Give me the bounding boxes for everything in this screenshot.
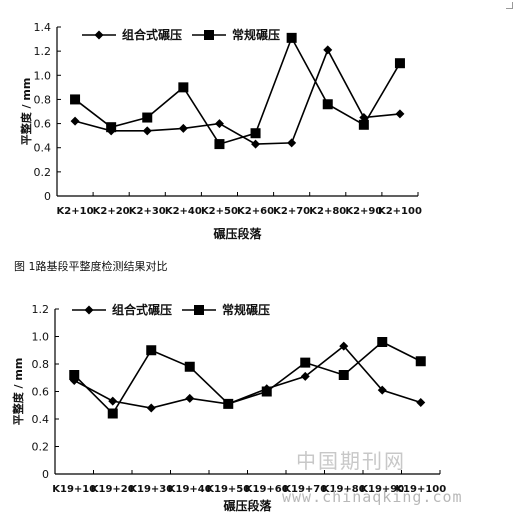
legend-label: 常规碾压 xyxy=(232,27,280,42)
x-tick-label: K19+30 xyxy=(129,484,173,495)
legend-label: 常规碾压 xyxy=(222,302,270,317)
square-point xyxy=(146,345,157,356)
diamond-point xyxy=(300,371,310,381)
x-tick-label: K2+90 xyxy=(345,206,382,217)
square-point xyxy=(70,94,81,105)
diamond-point xyxy=(214,119,224,129)
y-tick-label: 1.4 xyxy=(34,21,52,34)
square-point xyxy=(178,82,189,93)
x-tick-label: K19+20 xyxy=(91,484,135,495)
y-tick-label: 0.6 xyxy=(34,118,52,131)
diamond-point xyxy=(178,123,188,133)
square-point xyxy=(338,370,349,380)
x-tick-label: K2+40 xyxy=(165,206,202,217)
square-point xyxy=(214,139,225,150)
x-tick-label: K2+20 xyxy=(93,206,130,217)
legend-diamond-marker xyxy=(84,305,94,315)
square-point xyxy=(142,112,153,123)
x-tick-label: K2+30 xyxy=(129,206,166,217)
series-line-1 xyxy=(73,341,422,415)
x-tick-label: K19+40 xyxy=(168,484,212,495)
y-tick-label: 0 xyxy=(42,468,49,481)
x-tick-label: K19+60 xyxy=(245,484,289,495)
legend-diamond-marker xyxy=(94,30,104,40)
diamond-point xyxy=(339,341,349,351)
x-tick-label: K2+60 xyxy=(237,206,274,217)
diamond-point xyxy=(185,393,195,403)
x-tick-label: K2+10 xyxy=(57,206,94,217)
y-tick-label: 0 xyxy=(44,190,51,203)
series-line-0 xyxy=(74,48,401,145)
square-point xyxy=(107,408,118,419)
diamond-point xyxy=(70,116,80,126)
y-tick-label: 0.4 xyxy=(32,413,50,426)
square-point xyxy=(223,398,234,409)
square-point xyxy=(184,361,195,372)
y-tick-label: 0.2 xyxy=(32,441,50,454)
square-point xyxy=(358,119,369,130)
diamond-point xyxy=(146,403,156,413)
y-tick-label: 1.0 xyxy=(34,69,52,82)
x-axis-label: 碾压段落 xyxy=(223,498,272,513)
figure-1-caption: 图 1路基段平整度检测结果对比 xyxy=(14,260,168,273)
square-point xyxy=(394,58,405,69)
diamond-point xyxy=(108,396,118,406)
square-point xyxy=(69,370,80,380)
x-tick-label: K19+100 xyxy=(395,484,446,495)
diamond-point xyxy=(323,45,333,55)
legend-square-marker xyxy=(204,30,214,40)
square-point xyxy=(322,99,333,110)
square-point xyxy=(261,386,272,397)
square-point xyxy=(106,122,117,133)
y-tick-label: 1.2 xyxy=(34,45,52,58)
square-point xyxy=(300,357,311,368)
legend-square-marker xyxy=(194,305,204,315)
legend-label: 组合式碾压 xyxy=(112,302,172,317)
x-tick-label: K2+100 xyxy=(378,206,422,217)
y-tick-label: 0.6 xyxy=(32,386,50,399)
x-tick-label: K2+70 xyxy=(273,206,310,217)
watermark-cn: 中国期刊网 xyxy=(296,449,406,473)
watermark-url: www.chinaqking.com xyxy=(282,488,463,506)
x-tick-label: K2+50 xyxy=(201,206,238,217)
x-axis-label: 碾压段落 xyxy=(213,226,262,241)
y-axis-label: 平整度 / mm xyxy=(19,78,33,146)
x-tick-label: K19+80 xyxy=(322,484,366,495)
square-point xyxy=(286,32,297,43)
diamond-point xyxy=(395,109,405,119)
square-point xyxy=(415,356,426,367)
y-axis-label: 平整度 / mm xyxy=(11,358,25,426)
x-tick-label: K19+10 xyxy=(52,484,96,495)
diamond-point xyxy=(377,385,387,395)
diamond-point xyxy=(251,139,261,149)
x-tick-label: K19+70 xyxy=(283,484,327,495)
diamond-point xyxy=(287,138,297,148)
legend-label: 组合式碾压 xyxy=(122,27,182,42)
page-corner-mark xyxy=(506,2,513,9)
y-tick-label: 1.0 xyxy=(32,331,50,344)
square-point xyxy=(377,337,388,347)
y-tick-label: 1.2 xyxy=(32,303,50,316)
x-tick-label: K19+90 xyxy=(360,484,404,495)
y-tick-label: 0.8 xyxy=(34,93,52,106)
y-tick-label: 0.4 xyxy=(34,142,52,155)
series-line-1 xyxy=(74,35,401,146)
diamond-point xyxy=(142,126,152,136)
series-line-0 xyxy=(73,345,421,409)
y-tick-label: 0.8 xyxy=(32,358,50,371)
chart-2: 00.20.40.60.81.01.2K19+10K19+20K19+30K19… xyxy=(11,302,446,513)
square-point xyxy=(250,128,261,139)
diamond-point xyxy=(416,398,426,407)
x-tick-label: K2+80 xyxy=(309,206,346,217)
chart-1: 00.20.40.60.81.01.21.4K2+10 K2+20 K2+30 K2+… xyxy=(19,21,422,241)
x-tick-label: K19+50 xyxy=(206,484,250,495)
y-tick-label: 0.2 xyxy=(34,166,52,179)
